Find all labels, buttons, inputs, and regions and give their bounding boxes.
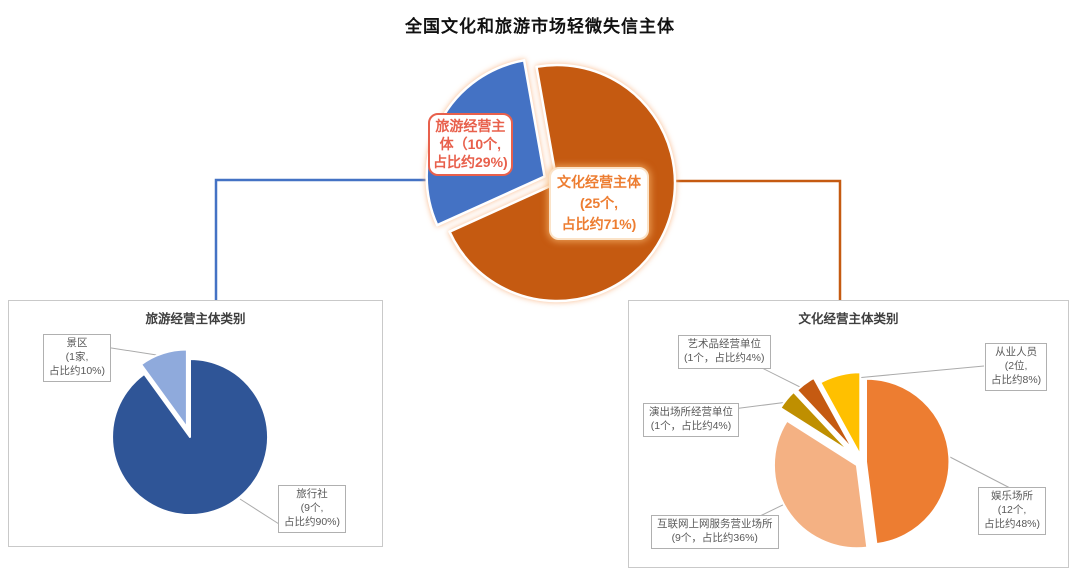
tourism-connector-line bbox=[214, 178, 460, 300]
yule-callout-label: 娱乐场所 (12个, 占比约48%) bbox=[978, 487, 1047, 535]
yishupin-callout-label: 艺术品经营单位 (1个，占比约4%) bbox=[678, 335, 771, 369]
hulianwang-callout-label: 互联网上网服务营业场所 (9个，占比约36%) bbox=[651, 515, 779, 549]
tourism-panel-title: 旅游经营主体类别 bbox=[145, 312, 246, 326]
culture-slice-label: 文化经营主体 (25个, 占比约71%) bbox=[549, 167, 649, 240]
lvxingshe-callout-label: 旅行社 (9个, 占比约90%) bbox=[278, 485, 347, 533]
congye-callout-label: 从业人员 (2位, 占比约8%) bbox=[985, 343, 1048, 391]
culture-connector-line bbox=[660, 179, 842, 300]
tourism-slice-label: 旅游经营主 体（10个, 占比约29%) bbox=[428, 113, 513, 176]
page-title: 全国文化和旅游市场轻微失信主体 bbox=[405, 17, 675, 36]
culture-panel-title: 文化经营主体类别 bbox=[798, 312, 899, 326]
jingqu-callout-label: 景区 (1家, 占比约10%) bbox=[43, 334, 112, 382]
connector-lines bbox=[214, 178, 842, 300]
yanchu-callout-label: 演出场所经营单位 (1个，占比约4%) bbox=[643, 403, 739, 437]
